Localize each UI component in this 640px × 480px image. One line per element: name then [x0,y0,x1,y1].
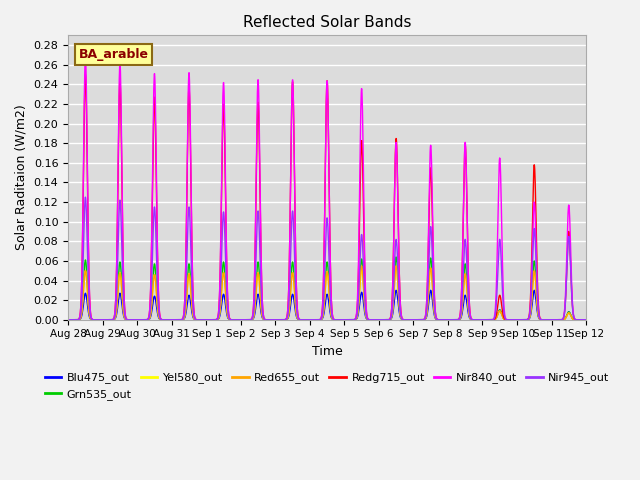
Nir840_out [353,301,361,307]
Nir945_out [81,194,89,200]
Grn535_out [342,317,349,323]
Nir840_out [342,317,350,323]
Redg715_out [81,72,89,77]
Redg715_out [536,316,544,322]
Line: Nir945_out: Nir945_out [68,197,586,320]
Nir840_out [64,317,72,323]
Line: Blu475_out: Blu475_out [68,290,586,320]
Nir840_out [477,317,485,323]
Redg715_out [353,305,361,311]
Text: BA_arable: BA_arable [79,48,148,61]
Grn535_out [477,317,485,323]
Yel580_out [392,265,400,271]
Grn535_out [536,317,544,323]
Blu475_out [342,317,349,323]
Yel580_out [536,317,544,323]
Legend: Blu475_out, Grn535_out, Yel580_out, Red655_out, Redg715_out, Nir840_out, Nir945_: Blu475_out, Grn535_out, Yel580_out, Red6… [40,368,614,404]
Yel580_out [582,317,590,323]
Line: Grn535_out: Grn535_out [68,257,586,320]
Nir840_out [209,317,216,323]
Grn535_out [551,317,559,323]
Blu475_out [209,317,216,323]
Grn535_out [64,317,72,323]
Nir945_out [477,317,485,323]
Nir945_out [64,317,72,323]
Blu475_out [536,317,544,323]
Red655_out [64,317,72,323]
Line: Nir840_out: Nir840_out [68,57,586,320]
Redg715_out [551,317,559,323]
Title: Reflected Solar Bands: Reflected Solar Bands [243,15,412,30]
Nir945_out [342,317,350,323]
Redg715_out [64,317,72,323]
Nir840_out [536,316,544,322]
Redg715_out [477,317,485,323]
Red655_out [392,263,400,269]
Red655_out [209,317,216,323]
Red655_out [342,317,349,323]
Yel580_out [209,317,216,323]
Red655_out [551,317,559,323]
Grn535_out [582,317,590,323]
Blu475_out [531,288,538,293]
Yel580_out [551,317,559,323]
Nir945_out [551,317,559,323]
Grn535_out [353,314,361,320]
Blu475_out [477,317,485,323]
Nir840_out [582,317,590,323]
Red655_out [477,317,485,323]
Nir840_out [551,317,559,323]
Y-axis label: Solar Raditaion (W/m2): Solar Raditaion (W/m2) [15,105,28,251]
Nir945_out [353,311,361,317]
Grn535_out [209,317,216,323]
Red655_out [536,317,544,323]
Line: Yel580_out: Yel580_out [68,268,586,320]
Red655_out [353,314,361,320]
Nir945_out [582,317,590,323]
Line: Red655_out: Red655_out [68,266,586,320]
Redg715_out [342,317,350,323]
Grn535_out [392,254,400,260]
Yel580_out [342,317,349,323]
Line: Redg715_out: Redg715_out [68,74,586,320]
Nir840_out [81,54,89,60]
Blu475_out [353,315,361,321]
Nir945_out [209,317,216,323]
Redg715_out [582,317,590,323]
Yel580_out [64,317,72,323]
Blu475_out [582,317,590,323]
X-axis label: Time: Time [312,345,342,358]
Yel580_out [353,314,361,320]
Red655_out [582,317,590,323]
Yel580_out [477,317,485,323]
Blu475_out [64,317,72,323]
Blu475_out [551,317,559,323]
Nir945_out [536,316,544,322]
Redg715_out [209,317,216,323]
